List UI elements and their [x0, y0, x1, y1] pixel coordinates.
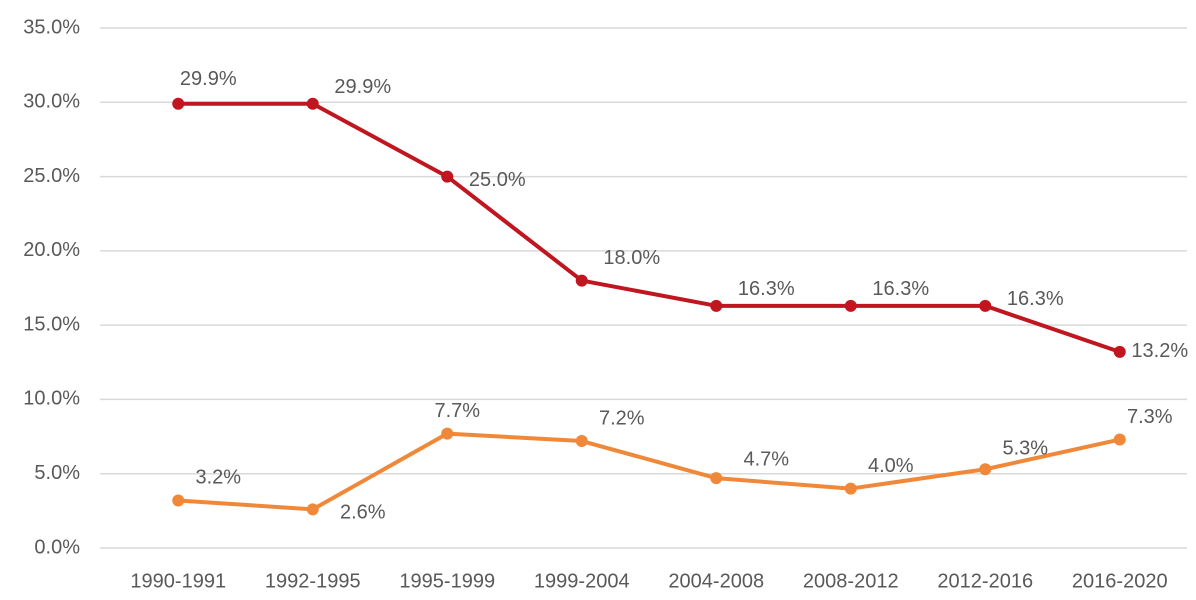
y-tick-label: 10.0%	[23, 388, 80, 410]
data-label: 29.9%	[334, 76, 391, 98]
y-tick-label: 35.0%	[23, 16, 80, 38]
x-tick-label: 2016-2020	[1072, 570, 1168, 592]
data-label: 3.2%	[195, 467, 241, 489]
data-label: 18.0%	[603, 247, 660, 269]
y-tick-label: 15.0%	[23, 313, 80, 335]
data-label: 29.9%	[180, 68, 237, 90]
x-tick-label: 2008-2012	[803, 570, 899, 592]
data-label: 5.3%	[1002, 438, 1048, 460]
point	[844, 482, 857, 495]
data-label: 2.6%	[340, 502, 386, 524]
data-label: 4.7%	[743, 448, 789, 470]
data-label: 16.3%	[738, 278, 795, 300]
point	[710, 299, 723, 312]
point	[979, 463, 992, 476]
point	[1113, 433, 1126, 446]
data-label: 16.3%	[1007, 288, 1064, 310]
series-line	[178, 101, 1121, 354]
x-tick-label: 1992-1995	[265, 570, 361, 592]
y-tick-label: 0.0%	[34, 536, 80, 558]
point	[710, 472, 723, 485]
data-label: 4.0%	[868, 455, 914, 477]
point	[441, 170, 454, 183]
x-tick-label: 1995-1999	[399, 570, 495, 592]
x-tick-label: 1999-2004	[534, 570, 630, 592]
point	[441, 427, 454, 440]
y-tick-label: 25.0%	[23, 165, 80, 187]
point	[979, 299, 992, 312]
data-label: 7.2%	[599, 407, 645, 429]
y-tick-label: 5.0%	[34, 462, 80, 484]
y-tick-label: 20.0%	[23, 239, 80, 261]
point	[306, 503, 319, 516]
x-tick-label: 1990-1991	[130, 570, 226, 592]
point	[172, 97, 185, 110]
point	[172, 494, 185, 507]
point	[844, 299, 857, 312]
x-tick-label: 2012-2016	[937, 570, 1033, 592]
series-line	[178, 431, 1121, 512]
data-label: 16.3%	[872, 278, 929, 300]
data-label: 7.3%	[1127, 406, 1173, 428]
y-tick-label: 30.0%	[23, 91, 80, 113]
data-label: 25.0%	[469, 169, 526, 191]
x-tick-label: 2004-2008	[668, 570, 764, 592]
point	[575, 274, 588, 287]
data-label: 13.2%	[1131, 340, 1188, 362]
point	[575, 435, 588, 448]
data-label: 7.7%	[434, 400, 480, 422]
point	[306, 97, 319, 110]
point	[1113, 345, 1126, 358]
